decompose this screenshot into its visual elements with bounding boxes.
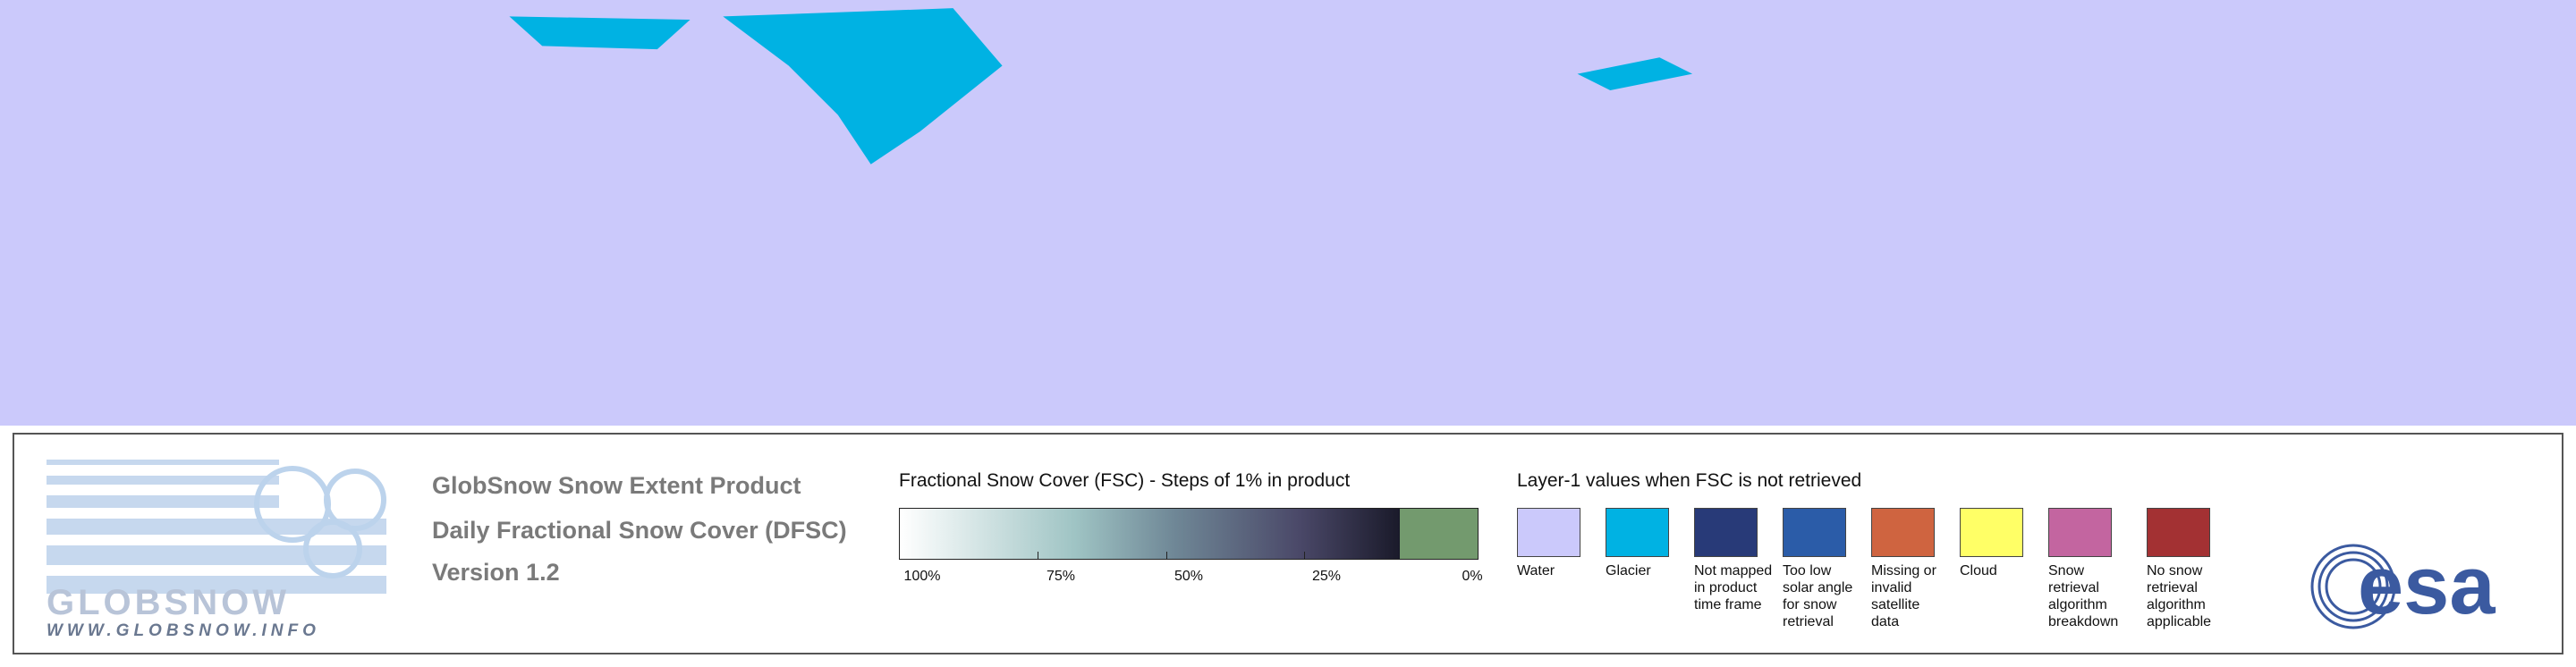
product-subtitle: Daily Fractional Snow Cover (DFSC) xyxy=(432,517,847,544)
product-version: Version 1.2 xyxy=(432,559,560,586)
glacier-arctic xyxy=(509,16,691,50)
fsc-color-bar xyxy=(899,508,1479,560)
snow-map xyxy=(0,0,2576,426)
legend-item: Glacier xyxy=(1606,508,1686,579)
legend-item: Too low solar angle for snow retrieval xyxy=(1783,508,1863,630)
fsc-tick-label: 25% xyxy=(1311,569,1342,584)
fsc-zero xyxy=(1400,509,1478,559)
legend-swatch xyxy=(1694,508,1758,557)
legend-swatch xyxy=(2048,508,2112,557)
legend-swatch xyxy=(1960,508,2023,557)
agency-name: esa xyxy=(2358,542,2496,631)
legend-panel: GLOBSNOW WWW.GLOBSNOW.INFO GlobSnow Snow… xyxy=(13,433,2563,654)
esa-logo: esa xyxy=(2310,542,2496,631)
legend-label: Not mapped in product time frame xyxy=(1694,563,1773,612)
globsnow-logo: GLOBSNOW WWW.GLOBSNOW.INFO xyxy=(47,460,386,638)
legend-swatch xyxy=(1871,508,1935,557)
legend-label: Glacier xyxy=(1606,563,1651,578)
fsc-tick-label: 75% xyxy=(1046,569,1076,584)
water xyxy=(0,0,2576,426)
legend-swatch xyxy=(1783,508,1846,557)
glacier-island xyxy=(1577,57,1693,91)
legend-item: Water xyxy=(1517,508,1597,579)
legend-swatch xyxy=(1517,508,1580,557)
legend-item: Snow retrieval algorithm breakdown xyxy=(2048,508,2129,630)
legend-item: Not mapped in product time frame xyxy=(1694,508,1775,613)
legend-item: Missing or invalid satellite data xyxy=(1871,508,1952,630)
legend-label: No snow retrieval algorithm applicable xyxy=(2147,563,2212,629)
legend-label: Water xyxy=(1517,563,1555,578)
fsc-tick-label: 100% xyxy=(903,569,941,584)
legend-label: Cloud xyxy=(1960,563,1997,578)
legend-label: Too low solar angle for snow retrieval xyxy=(1783,563,1853,629)
land-layer xyxy=(509,8,1693,165)
legend-label: Missing or invalid satellite data xyxy=(1871,563,1936,629)
legend-item: Cloud xyxy=(1960,508,2040,579)
fsc-gradient xyxy=(900,509,1400,559)
fsc-tick-label: 50% xyxy=(1174,569,1204,584)
logo-url: WWW.GLOBSNOW.INFO xyxy=(47,621,320,638)
layer1-legend-title: Layer-1 values when FSC is not retrieved xyxy=(1517,470,1862,491)
legend-item: No snow retrieval algorithm applicable xyxy=(2147,508,2227,630)
legend-label: Snow retrieval algorithm breakdown xyxy=(2048,563,2119,629)
logo-name: GLOBSNOW xyxy=(47,583,290,622)
fsc-legend-title: Fractional Snow Cover (FSC) - Steps of 1… xyxy=(899,470,1351,491)
fsc-tick-label: 0% xyxy=(1462,569,1483,584)
greenland xyxy=(723,8,1003,165)
legend-swatch xyxy=(2147,508,2210,557)
product-title: GlobSnow Snow Extent Product xyxy=(432,472,801,499)
legend-swatch xyxy=(1606,508,1669,557)
